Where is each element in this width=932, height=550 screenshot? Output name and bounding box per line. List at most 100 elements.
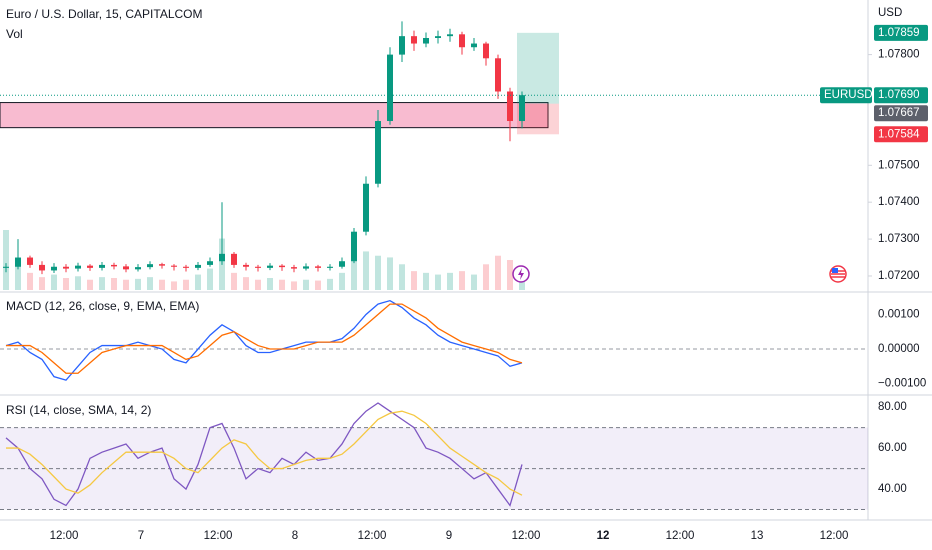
macd-tick-label: 0.00100 <box>878 308 920 320</box>
price-tick-label: 1.07200 <box>878 270 920 282</box>
volume-bar <box>75 276 81 290</box>
time-label: 12:00 <box>820 530 849 542</box>
volume-bar <box>171 281 177 290</box>
volume-bar <box>339 272 345 290</box>
volume-bar <box>255 279 261 290</box>
candle-body <box>459 34 465 48</box>
rsi-title: RSI (14, close, SMA, 14, 2) <box>6 403 151 417</box>
target-label: 1.07859 <box>878 27 920 39</box>
macd-tick-label: 0.00000 <box>878 343 920 355</box>
volume-bar <box>15 260 21 290</box>
candle-body <box>471 43 477 48</box>
volume-bar <box>87 279 93 290</box>
entry-label: 1.07667 <box>878 107 920 119</box>
volume-bar <box>507 260 513 290</box>
time-label: 12:00 <box>666 530 695 542</box>
candle-body <box>183 266 189 268</box>
price-tick-label: 1.07300 <box>878 233 920 245</box>
volume-bar <box>387 257 393 290</box>
volume-bar <box>3 230 9 290</box>
volume-bar <box>99 277 105 290</box>
candle-body <box>447 34 453 37</box>
volume-bar <box>411 271 417 290</box>
candle-body <box>339 261 345 267</box>
candle-body <box>111 264 117 267</box>
volume-bar <box>351 260 357 290</box>
volume-bar <box>135 278 141 290</box>
volume-bar <box>207 268 213 290</box>
candle-body <box>99 264 105 268</box>
volume-bar <box>111 278 117 290</box>
currency: USD <box>878 7 902 19</box>
candle-body <box>351 231 357 262</box>
target-box <box>517 32 559 104</box>
candle-body <box>27 257 33 265</box>
candle-body <box>483 43 489 59</box>
last-price-label: 1.07690 <box>878 89 920 101</box>
time-label: 8 <box>292 530 298 542</box>
volume-bar <box>495 255 501 290</box>
volume-bar <box>303 279 309 290</box>
candle-body <box>435 36 441 39</box>
volume-bar <box>123 279 129 290</box>
volume-bar <box>435 274 441 290</box>
volume-bar <box>231 272 237 290</box>
time-label: 9 <box>446 530 452 542</box>
candle-body <box>75 265 81 269</box>
symbol-badge-bg <box>820 87 872 104</box>
candle-body <box>207 261 213 265</box>
candle-body <box>255 266 261 268</box>
candle-body <box>315 266 321 268</box>
time-label: 12:00 <box>358 530 387 542</box>
macd-line <box>6 303 523 374</box>
time-label: 12:00 <box>512 530 541 542</box>
volume-bar <box>279 279 285 290</box>
candle-body <box>267 265 273 268</box>
rsi-line <box>6 410 523 496</box>
candle-body <box>63 266 69 269</box>
time-label: 7 <box>138 530 144 542</box>
rsi-tick-label: 60.00 <box>878 442 907 454</box>
time-label: 13 <box>751 530 764 542</box>
volume-bar <box>183 279 189 290</box>
chart-layer: 1.07200 1.07300 1.07400 1.07500 1.07800 1.078… <box>0 21 928 542</box>
candle-body <box>519 95 525 122</box>
candle-body <box>159 264 165 266</box>
candle-body <box>3 266 9 268</box>
candle-body <box>15 257 21 267</box>
candle-body <box>219 253 225 262</box>
volume-bar <box>399 264 405 290</box>
volume-bar <box>63 278 69 290</box>
rsi-tick-label: 40.00 <box>878 483 907 495</box>
rsi-line <box>5 402 523 507</box>
candle-body <box>231 253 237 265</box>
candle-body <box>147 264 153 268</box>
candle-body <box>195 264 201 268</box>
candle-body <box>507 91 513 122</box>
time-label: 12 <box>597 530 610 542</box>
volume-bar <box>267 278 273 290</box>
candle-body <box>375 121 381 184</box>
volume-bar <box>51 274 57 290</box>
candle-body <box>39 264 45 271</box>
stop-label: 1.07584 <box>878 128 920 140</box>
time-label: 12:00 <box>204 530 233 542</box>
volume-bar <box>195 274 201 290</box>
volume-bar <box>459 271 465 290</box>
volume-bar <box>291 281 297 290</box>
candle-body <box>279 265 285 268</box>
event-icon[interactable] <box>512 265 530 283</box>
macd-title: MACD (12, 26, close, 9, EMA, EMA) <box>6 299 199 313</box>
candle-body <box>171 265 177 267</box>
rsi-tick-label: 80.00 <box>878 401 907 413</box>
macd-line <box>5 299 523 381</box>
candle-body <box>291 267 297 269</box>
candle-body <box>363 183 369 232</box>
country-flag[interactable] <box>829 265 847 283</box>
volume-bar <box>471 274 477 290</box>
volume-title: Vol <box>6 27 23 41</box>
macd-tick-label: −0.00100 <box>878 378 926 390</box>
volume-bar <box>243 277 249 290</box>
candle-body <box>495 58 501 92</box>
